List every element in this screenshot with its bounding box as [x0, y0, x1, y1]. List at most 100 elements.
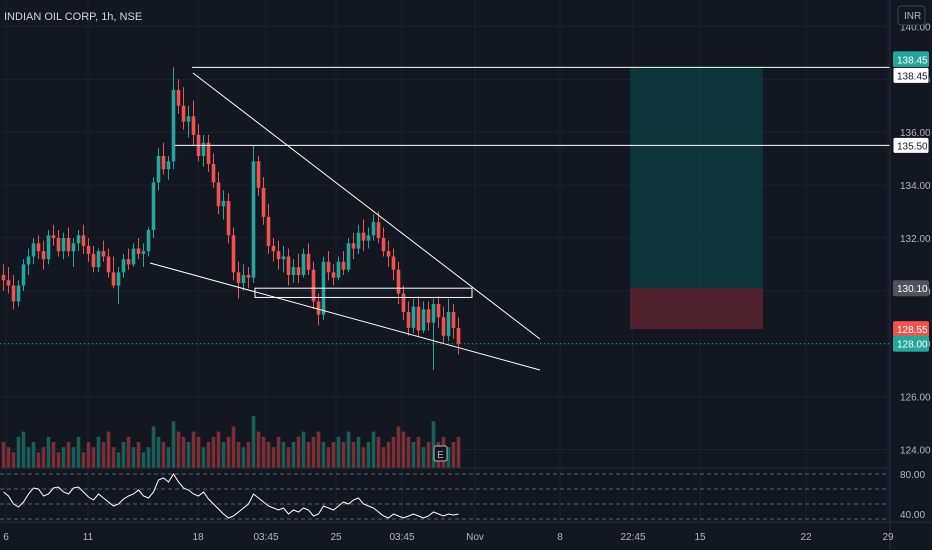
candle-body — [431, 304, 436, 323]
candle-body — [406, 312, 411, 328]
price-tick-label: 132.00 — [900, 234, 931, 245]
candle-body — [166, 161, 171, 170]
volume-bar — [181, 436, 186, 468]
support-zone-rectangle[interactable] — [254, 287, 473, 298]
upper-trendline[interactable] — [192, 72, 541, 340]
price-tick-label: 136.00 — [900, 128, 931, 139]
price-tick-label: 124.00 — [900, 445, 931, 456]
time-axis[interactable]: 6 11 18 03:45 25 03:45 Nov 8 22:45 15 22 29 — [0, 521, 932, 543]
candle-body — [136, 248, 141, 254]
candle-body — [426, 309, 431, 323]
price-label-text: 128.00 — [897, 340, 928, 351]
candle-body — [386, 251, 391, 257]
candle-body — [396, 269, 401, 294]
position-target-zone[interactable] — [630, 67, 763, 289]
time-tick-label: 25 — [330, 532, 342, 543]
price-label[interactable]: 135.50 — [892, 136, 930, 154]
candle-body — [101, 251, 106, 257]
candle-body — [376, 222, 381, 238]
candle-body — [16, 285, 21, 302]
price-label-text: 138.45 — [897, 55, 928, 66]
price-label-box — [893, 321, 929, 338]
candle-body — [301, 253, 306, 275]
candle-body — [76, 235, 81, 244]
time-tick-label: 22:45 — [620, 532, 645, 543]
price-label[interactable]: 130.10 — [893, 280, 929, 297]
price-label[interactable]: 138.45 — [893, 51, 929, 68]
volume-bar — [206, 442, 211, 468]
earnings-marker[interactable]: E — [433, 445, 448, 462]
candle-body — [271, 245, 276, 252]
candle-body — [326, 261, 331, 273]
volume-bar — [291, 442, 296, 468]
candle-body — [251, 161, 256, 278]
volume-bar — [276, 436, 281, 468]
volume-bar — [266, 442, 271, 468]
candle-body — [371, 222, 376, 236]
time-tick-label: 29 — [882, 532, 894, 543]
candle-body — [241, 274, 246, 283]
time-tick-label: 11 — [83, 532, 94, 543]
candle-body — [41, 251, 46, 260]
volume-bar — [146, 447, 151, 468]
volume-bar — [56, 452, 61, 468]
candle-body — [411, 306, 416, 328]
drawings[interactable]: E — [0, 66, 890, 462]
candle-body — [86, 245, 91, 254]
candle-body — [171, 89, 176, 162]
candle-body — [351, 243, 356, 249]
volume-bar — [216, 431, 221, 468]
volume-bar — [36, 452, 41, 468]
volume-bar — [241, 447, 246, 468]
price-axis[interactable]: 140.00138.00136.00134.00132.00130.00128.… — [889, 0, 932, 550]
volume-bar — [151, 426, 156, 468]
volume-bar — [96, 436, 101, 468]
volume-bars — [1, 416, 461, 468]
volume-bar — [246, 442, 251, 468]
candle-body — [91, 253, 96, 268]
candle-body — [436, 304, 441, 318]
price-label[interactable]: 128.55 — [893, 321, 929, 338]
volume-bar — [31, 442, 36, 468]
price-label-box — [892, 66, 930, 84]
candle-body — [141, 251, 146, 254]
volume-bar — [236, 442, 241, 468]
volume-bar — [81, 452, 86, 468]
volume-bar — [196, 436, 201, 468]
candle-body — [456, 327, 461, 344]
volume-bar — [26, 447, 31, 468]
currency-badge[interactable]: INR — [897, 5, 926, 26]
candles — [1, 67, 461, 371]
candle-body — [61, 237, 66, 252]
candle-body — [161, 156, 166, 170]
time-tick-label: 6 — [3, 532, 9, 543]
position-stop-zone[interactable] — [630, 288, 763, 330]
volume-bar — [166, 447, 171, 468]
volume-bar — [6, 447, 11, 468]
volume-bar — [451, 442, 456, 468]
candle-body — [216, 182, 221, 207]
price-label[interactable]: 138.45 — [892, 66, 930, 84]
candle-body — [416, 306, 421, 331]
candle-body — [256, 161, 261, 188]
candle-body — [31, 243, 36, 257]
volume-bar — [191, 431, 196, 468]
lower-trendline[interactable] — [149, 262, 541, 371]
candle-body — [346, 243, 351, 270]
volume-bar — [16, 436, 21, 468]
price-label[interactable]: 128.00 — [893, 335, 929, 352]
volume-bar — [66, 442, 71, 468]
candle-body — [226, 200, 231, 236]
drawings-zones[interactable] — [630, 67, 763, 330]
volume-bar — [446, 447, 451, 468]
candle-body — [36, 243, 41, 252]
volume-bar — [296, 436, 301, 468]
candle-body — [236, 272, 241, 283]
oscillator-pane — [0, 467, 890, 520]
candle-body — [181, 105, 186, 122]
time-tick-label: 18 — [192, 532, 204, 543]
volume-bar — [351, 442, 356, 468]
price-tick-label: 140.00 — [900, 22, 931, 33]
volume-bar — [311, 436, 316, 468]
